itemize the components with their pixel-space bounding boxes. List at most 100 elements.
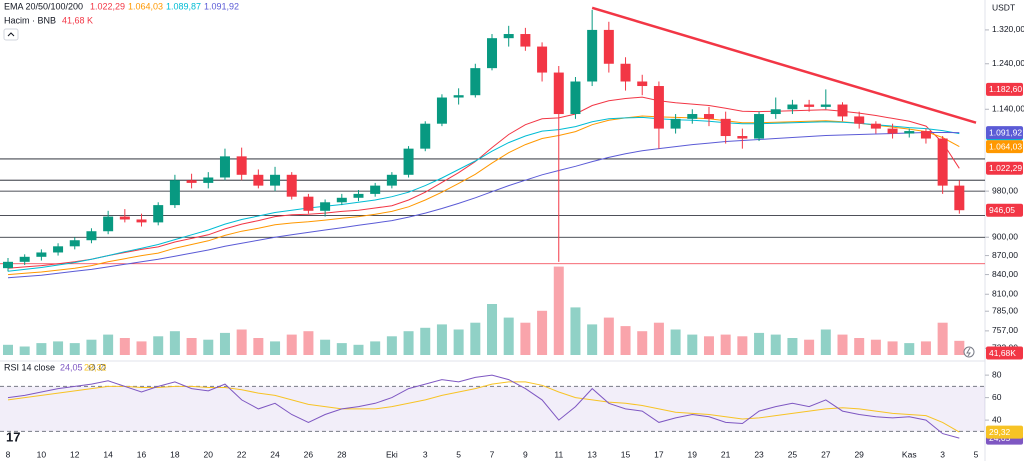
volume-bar [954,340,965,355]
volume-title: Hacim · BNB [4,15,56,25]
candle-body [119,216,130,220]
volume-bar [904,343,915,355]
volume-bar [386,336,397,355]
ema-badge-label: 1.022,29 [989,163,1022,173]
volume-bar [837,334,848,355]
volume-bar [854,338,865,355]
y-tick-label: 980,00 [992,185,1018,195]
volume-bar [653,322,664,355]
price-badge [986,203,1023,217]
ema-legend-value: 1.022,29 [90,1,125,11]
candle-body [370,185,381,194]
candle-body [320,202,331,211]
x-tick-label: 28 [337,449,347,459]
alert-bolt [966,347,971,357]
candle-body [470,68,481,96]
candle-body [687,114,698,119]
x-tick-label: 8 [6,449,11,459]
x-tick-label: 3 [940,449,945,459]
ema-legend-value: 1.089,87 [166,1,201,11]
x-tick-label: 26 [304,449,314,459]
volume-bar [804,339,815,355]
x-tick-label: 5 [456,449,461,459]
volume-bar [570,307,581,355]
x-tick-label: 12 [70,449,80,459]
volume-bar [403,331,414,355]
collapse-button[interactable] [3,28,19,41]
price-badge-label: 946,05 [989,205,1015,215]
volume-bar [687,334,698,355]
rsi-badge-label: 29,32 [989,427,1011,437]
volume-bar [720,334,731,355]
rsi-tick-label: 80 [992,369,1002,379]
y-tick-label: 870,00 [992,250,1018,260]
volume-bar [53,341,64,355]
volume-bar [770,334,781,355]
volume-bar [470,322,481,355]
volume-bar [203,339,214,355]
rsi-legend-value: 24,05 [60,362,83,372]
candle-body [887,128,898,134]
candle-body [503,34,514,39]
candle-body [720,118,731,137]
candle-body [453,95,464,98]
candle-body [870,123,881,129]
candle-body [487,38,498,69]
y-tick-label: 1.140,00 [992,104,1024,114]
x-tick-label: 13 [587,449,597,459]
candle-body [353,193,364,198]
volume-bar [820,329,831,355]
volume-bar [754,332,765,355]
rsi-badge [986,425,1023,439]
volume-bar [887,341,898,355]
volume-bar [336,343,347,355]
ema-legend-value: 1.091,92 [204,1,239,11]
volume-bar [603,317,614,355]
x-tick-label: 23 [754,449,764,459]
volume-bar [36,343,47,355]
rsi-tick-label: 40 [992,414,1002,424]
volume-bar [353,344,364,355]
volume-badge [986,346,1023,360]
x-tick-label: Eki [386,449,398,459]
candle-body [737,136,748,139]
candle-body [620,63,631,82]
candle-body [386,174,397,186]
volume-bar [920,341,931,355]
candle-body [920,131,931,139]
x-tick-label: 22 [237,449,247,459]
x-tick-label: Kas [902,449,917,459]
volume-bar [253,338,264,355]
volume-bar [870,339,881,355]
volume-label: 41,68 K [62,15,93,25]
logo: 17 [6,429,20,444]
candle-body [603,29,614,64]
ema-line [7,116,960,272]
volume-bar [119,338,130,355]
x-tick-label: 14 [103,449,113,459]
volume-bar [370,341,381,355]
volume-bar [503,317,514,355]
collapse-icon [7,32,15,37]
rsi-line [7,381,960,433]
candle-body [53,246,64,253]
x-tick-label: 16 [137,449,147,459]
volume-bar [453,329,464,355]
indicator-title: EMA 20/50/100/200 [4,1,83,11]
alert-icon[interactable] [963,346,975,358]
candle-body [537,46,548,73]
candle-body [69,240,80,247]
volume-bar [703,336,714,355]
ema-line [7,132,960,279]
volume-bar [136,341,147,355]
candle-body [904,131,915,134]
candle-body [436,97,447,124]
volume-bar [537,310,548,355]
rsi-title: RSI 14 close [4,362,55,372]
candle-body [820,104,831,107]
ema-badge [986,161,1023,175]
candle-body [854,116,865,124]
candle-body [403,148,414,175]
rsi-line [7,374,960,439]
